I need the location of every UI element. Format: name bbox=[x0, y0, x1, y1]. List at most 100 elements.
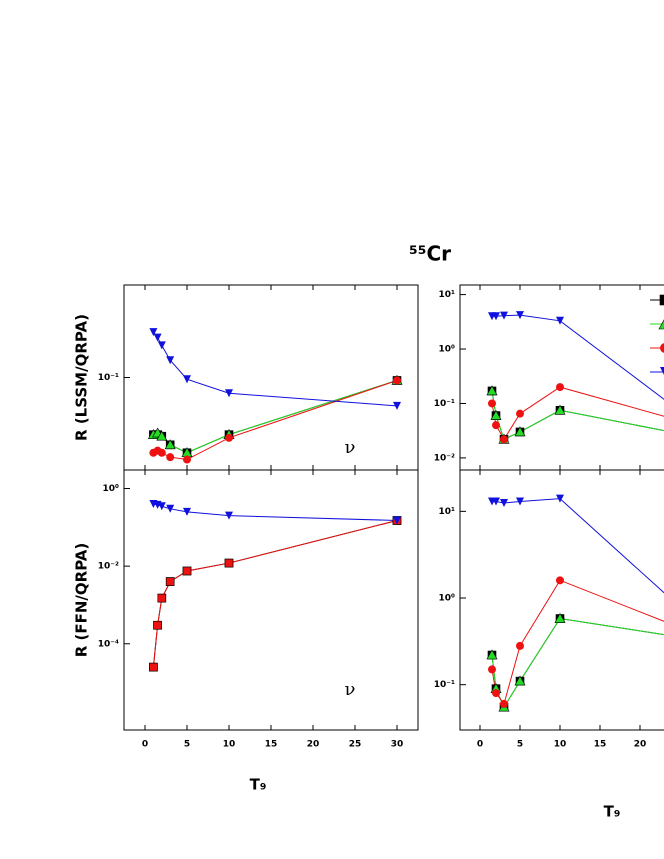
marker bbox=[183, 455, 191, 464]
marker bbox=[224, 558, 234, 568]
marker bbox=[225, 511, 233, 520]
annotation: ν bbox=[345, 437, 356, 458]
x-tick-label: 20 bbox=[634, 740, 647, 750]
y-tick-label: 10⁻¹ bbox=[98, 373, 119, 383]
series-line bbox=[153, 379, 398, 454]
marker bbox=[514, 675, 526, 686]
annotation: ν bbox=[345, 679, 356, 700]
marker bbox=[516, 409, 524, 418]
marker bbox=[164, 439, 176, 450]
marker bbox=[166, 453, 175, 462]
legend-marker bbox=[660, 367, 664, 375]
y-tick-label: 10⁻² bbox=[434, 453, 455, 463]
plot-area bbox=[486, 494, 664, 712]
x-tick-label: 10 bbox=[554, 740, 567, 750]
marker bbox=[183, 507, 191, 516]
x-tick-label: 25 bbox=[349, 740, 362, 750]
marker bbox=[183, 375, 191, 384]
marker bbox=[393, 516, 401, 525]
marker bbox=[516, 311, 524, 320]
marker bbox=[182, 566, 192, 576]
y-tick-label: 10¹ bbox=[439, 507, 456, 517]
y-tick-label: 10⁻² bbox=[98, 562, 119, 572]
y-tick-label: 10⁰ bbox=[103, 484, 120, 494]
plot-frame bbox=[123, 469, 419, 731]
y-tick-label: 10⁰ bbox=[439, 594, 456, 604]
series-line bbox=[491, 617, 664, 709]
legend-marker bbox=[660, 343, 664, 353]
x-axis-label: T₉ bbox=[250, 776, 267, 794]
y-axis-label: R (FFN/QRPA) bbox=[73, 543, 91, 658]
marker bbox=[157, 448, 166, 457]
marker bbox=[393, 401, 401, 410]
marker bbox=[153, 333, 162, 342]
x-tick-label: 10 bbox=[223, 740, 236, 750]
x-tick-label: 30 bbox=[391, 740, 404, 750]
x-axis-label: T₉ bbox=[604, 803, 621, 821]
marker bbox=[556, 316, 564, 325]
marker bbox=[156, 430, 168, 441]
legend-marker bbox=[658, 319, 664, 330]
marker bbox=[157, 502, 166, 511]
marker bbox=[486, 385, 498, 396]
marker bbox=[516, 641, 524, 650]
marker bbox=[488, 399, 496, 408]
legend-marker bbox=[659, 294, 664, 306]
marker bbox=[492, 421, 500, 430]
x-tick-label: 0 bbox=[477, 740, 483, 750]
series-line bbox=[153, 379, 398, 454]
y-axis-label: R (LSSM/QRPA) bbox=[73, 314, 91, 441]
marker bbox=[149, 328, 158, 337]
marker bbox=[149, 662, 158, 672]
y-tick-label: 10⁻¹ bbox=[434, 680, 455, 690]
marker bbox=[500, 699, 508, 708]
series-line bbox=[153, 503, 398, 521]
x-tick-label: 15 bbox=[265, 740, 278, 750]
marker bbox=[492, 312, 500, 321]
marker bbox=[486, 649, 498, 660]
y-tick-label: 10⁰ bbox=[439, 345, 456, 355]
plot-area bbox=[149, 499, 402, 672]
marker bbox=[166, 356, 175, 365]
marker bbox=[500, 311, 508, 320]
x-tick-label: 5 bbox=[184, 740, 190, 750]
marker bbox=[556, 576, 564, 585]
marker bbox=[166, 504, 175, 513]
series-line bbox=[153, 331, 398, 407]
marker bbox=[556, 383, 564, 392]
plot-area bbox=[486, 311, 664, 444]
plot-frame bbox=[459, 469, 664, 731]
x-tick-label: 5 bbox=[517, 740, 523, 750]
marker bbox=[492, 689, 500, 698]
marker bbox=[153, 620, 162, 630]
figure-title: ⁵⁵Cr bbox=[409, 242, 451, 266]
marker bbox=[157, 593, 167, 603]
x-tick-label: 20 bbox=[307, 740, 320, 750]
series-line bbox=[152, 520, 398, 668]
series-line bbox=[492, 314, 664, 400]
marker bbox=[490, 409, 502, 420]
marker bbox=[393, 376, 401, 385]
marker bbox=[554, 404, 566, 415]
marker bbox=[554, 612, 566, 623]
marker bbox=[556, 494, 564, 503]
marker bbox=[492, 497, 500, 506]
marker bbox=[157, 341, 166, 350]
y-tick-label: 10⁻¹ bbox=[434, 399, 455, 409]
x-tick-label: 15 bbox=[594, 740, 607, 750]
y-tick-label: 10¹ bbox=[439, 290, 456, 300]
x-tick-label: 0 bbox=[142, 740, 148, 750]
marker bbox=[165, 577, 175, 586]
marker bbox=[516, 497, 524, 506]
marker bbox=[500, 435, 508, 444]
marker bbox=[488, 665, 496, 674]
marker bbox=[500, 498, 508, 507]
plot-area bbox=[147, 328, 403, 464]
marker bbox=[225, 433, 233, 442]
series-line bbox=[152, 520, 398, 668]
y-tick-label: 10⁻⁴ bbox=[98, 639, 119, 649]
marker bbox=[514, 426, 526, 437]
marker bbox=[225, 389, 233, 398]
